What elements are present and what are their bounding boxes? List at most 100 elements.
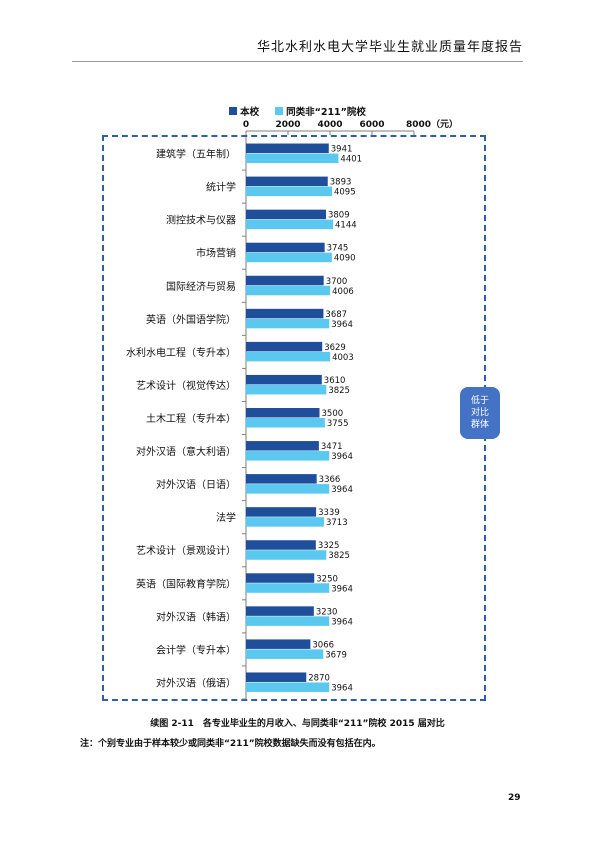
bar-peer: [246, 484, 330, 494]
data-label-school: 3250: [316, 574, 338, 584]
bar-peer: [246, 418, 325, 428]
category-label: 会计学（专升本）: [156, 643, 236, 656]
data-label-peer: 3964: [331, 617, 353, 627]
figure-caption: 续图 2-11 各专业毕业生的月收入、与同类非“211”院校 2015 届对比: [150, 719, 445, 729]
category-label: 统计学: [206, 181, 236, 194]
category-label: 法学: [216, 511, 236, 524]
data-label-school: 3339: [318, 508, 340, 518]
bar-peer: [246, 153, 339, 164]
header-rule: [72, 61, 523, 62]
bar-peer: [246, 649, 324, 659]
data-label-peer: 3964: [331, 452, 353, 462]
data-label-peer: 4003: [332, 353, 354, 363]
x-tick-label: 8000（元）: [406, 119, 458, 130]
bar-peer: [246, 451, 330, 461]
data-label-school: 3325: [318, 541, 340, 551]
data-label-school: 3745: [327, 244, 349, 254]
bar-peer: [246, 186, 332, 197]
bar-school: [246, 606, 314, 616]
x-tick-label: 4000: [317, 120, 342, 130]
bar-peer: [246, 583, 330, 593]
data-label-school: 3471: [321, 442, 343, 452]
bar-peer: [246, 550, 327, 560]
bar-school: [246, 242, 325, 253]
data-label-school: 3500: [322, 409, 344, 419]
category-label: 对外汉语（意大利语）: [136, 445, 236, 458]
bar-school: [246, 507, 317, 517]
bar-school: [246, 441, 319, 451]
bar-peer: [246, 517, 324, 527]
category-label: 市场营销: [196, 247, 236, 260]
bar-peer: [246, 616, 330, 626]
bar-school: [246, 474, 317, 484]
category-label: 土木工程（专升本）: [146, 412, 236, 425]
tag-line-1: 低于: [470, 396, 489, 406]
data-label-school: 3230: [316, 607, 338, 617]
bar-school: [246, 672, 307, 682]
bar-school: [246, 639, 311, 649]
bar-peer: [246, 219, 334, 230]
category-label: 英语（国际教育学院）: [136, 577, 236, 590]
category-label: 艺术设计（景观设计）: [136, 544, 236, 557]
data-label-peer: 4095: [334, 188, 356, 198]
data-label-peer: 3825: [328, 551, 350, 561]
data-label-school: 3941: [331, 145, 353, 155]
data-label-school: 3893: [330, 178, 352, 188]
figure-note: 注：个别专业由于样本较少或同类非“211”院校数据缺失而没有包括在内。: [80, 739, 381, 749]
bar-school: [246, 540, 316, 550]
data-label-school: 3809: [328, 211, 350, 221]
data-label-peer: 4401: [340, 155, 362, 165]
bar-school: [246, 176, 328, 187]
data-label-peer: 3679: [325, 650, 347, 660]
data-label-peer: 4090: [334, 254, 356, 264]
bar-school: [246, 308, 324, 319]
data-label-peer: 3825: [328, 386, 350, 396]
category-label: 英语（外国语学院）: [146, 313, 236, 326]
category-label: 对外汉语（韩语）: [156, 610, 236, 623]
category-label: 建筑学（五年制）: [156, 148, 236, 161]
data-label-peer: 4144: [335, 221, 357, 231]
data-label-school: 3687: [325, 310, 347, 320]
bar-peer: [246, 318, 330, 329]
report-title: 华北水利水电大学毕业生就业质量年度报告: [256, 40, 523, 55]
data-label-school: 3700: [326, 277, 348, 287]
data-label-school: 3629: [324, 343, 346, 353]
legend-label-school: 本校: [240, 107, 260, 118]
x-tick-label: 6000: [359, 120, 384, 130]
data-label-peer: 3755: [327, 419, 349, 429]
chart-legend: 本校 同类非“211”院校: [0, 104, 595, 118]
bar-peer: [246, 351, 331, 362]
lower-than-peer-tag: 低于 对比 群体: [460, 387, 500, 439]
bar-peer: [246, 285, 331, 296]
category-label: 艺术设计（视觉传达）: [136, 379, 236, 392]
bar-school: [246, 341, 323, 352]
data-label-peer: 4006: [332, 287, 354, 297]
bar-school: [246, 143, 329, 154]
data-label-school: 2870: [308, 673, 330, 683]
data-label-school: 3066: [312, 640, 334, 650]
tag-line-3: 群体: [470, 420, 489, 430]
bar-school: [246, 408, 320, 418]
category-label: 水利水电工程（专升本）: [126, 346, 236, 359]
page-number: 29: [508, 793, 521, 803]
data-label-school: 3366: [319, 475, 341, 485]
category-label: 对外汉语（俄语）: [156, 676, 236, 689]
x-tick-label: 0: [243, 120, 249, 130]
bar-peer: [246, 682, 330, 692]
legend-swatch-school: [229, 107, 238, 115]
bar-school: [246, 209, 326, 220]
legend-item-school: 本校: [229, 104, 259, 118]
data-label-peer: 3964: [331, 320, 353, 330]
bar-peer: [246, 384, 327, 395]
tag-line-2: 对比: [470, 408, 489, 418]
category-label: 测控技术与仪器: [166, 214, 236, 227]
data-label-peer: 3964: [331, 683, 353, 693]
bar-school: [246, 374, 322, 385]
legend-item-peer: 同类非“211”院校: [275, 104, 366, 118]
legend-label-peer: 同类非“211”院校: [286, 107, 366, 118]
data-label-peer: 3964: [331, 485, 353, 495]
x-tick-label: 2000: [275, 120, 300, 130]
category-label: 国际经济与贸易: [166, 280, 236, 293]
bar-school: [246, 573, 315, 583]
